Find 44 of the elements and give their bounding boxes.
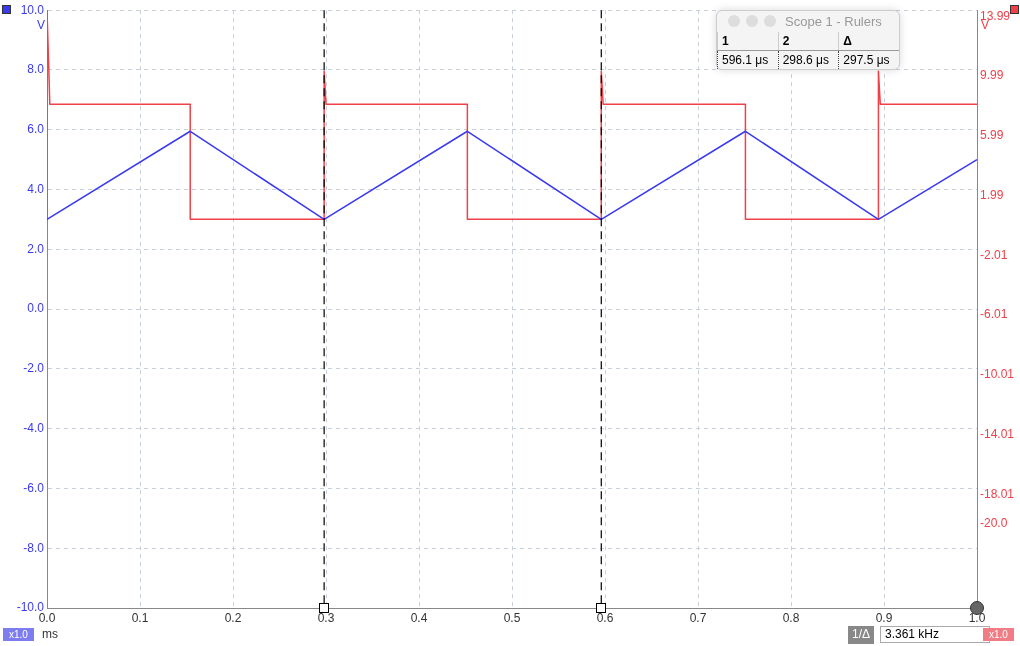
x-tick-label: 0.7 <box>689 610 707 625</box>
x-tick-label: 0.1 <box>131 610 149 625</box>
y2-tick-label: 1.99 <box>980 187 1004 202</box>
annotation: 1 <box>717 32 779 51</box>
annotation: 2 <box>778 32 839 51</box>
text: x1.0 <box>3 628 34 641</box>
x-tick-label: 0.8 <box>782 610 800 625</box>
x-tick-label: 0.4 <box>410 610 428 625</box>
y-tick-label: -2.0 <box>23 361 45 376</box>
text: x1.0 <box>983 628 1014 641</box>
y-tick-label: -6.0 <box>23 480 45 495</box>
y-tick-label: 10.0 <box>20 2 45 17</box>
x-tick-label: 1.0 <box>968 610 986 625</box>
y-tick-label: 6.0 <box>27 122 45 137</box>
text: 3.361 kHz <box>880 626 990 643</box>
y-tick-label: 2.0 <box>27 241 45 256</box>
x-tick-label: 0.6 <box>596 610 614 625</box>
y2-tick-label: -6.01 <box>980 307 1008 322</box>
y2-tick-label: 5.99 <box>980 128 1004 143</box>
x-tick-label: 0.3 <box>317 610 335 625</box>
y-tick-label: 8.0 <box>27 62 45 77</box>
y2-tick-label: -2.01 <box>980 247 1008 262</box>
x-axis-title: ms <box>42 627 58 641</box>
annotation: 596.1 μs <box>717 50 779 69</box>
x-tick-label: 0.5 <box>503 610 521 625</box>
y-tick-label: 0.0 <box>27 301 45 316</box>
y2-tick-label: -14.01 <box>980 426 1015 441</box>
text: 1/Δ <box>848 626 875 644</box>
y2-tick-label: -20.0 <box>980 516 1008 531</box>
y-tick-label: -4.0 <box>23 420 45 435</box>
y2-tick-label: 9.99 <box>980 68 1004 83</box>
annotation: 298.6 μs <box>778 50 839 69</box>
y2-tick-label: -18.01 <box>980 486 1015 501</box>
x-tick-label: 0.0 <box>38 610 56 625</box>
y-axis-title: V <box>37 18 46 33</box>
annotation: Scope 1 - Rulers <box>784 13 883 31</box>
x-tick-label: 0.2 <box>224 610 242 625</box>
annotation: Δ <box>838 32 899 51</box>
y2-tick-label: -10.01 <box>980 367 1015 382</box>
y-tick-label: 4.0 <box>27 181 45 196</box>
annotation: 297.5 μs <box>838 50 899 69</box>
y2-axis-title: V <box>981 18 990 33</box>
x-tick-label: 0.9 <box>875 610 893 625</box>
y-tick-label: -8.0 <box>23 540 45 555</box>
